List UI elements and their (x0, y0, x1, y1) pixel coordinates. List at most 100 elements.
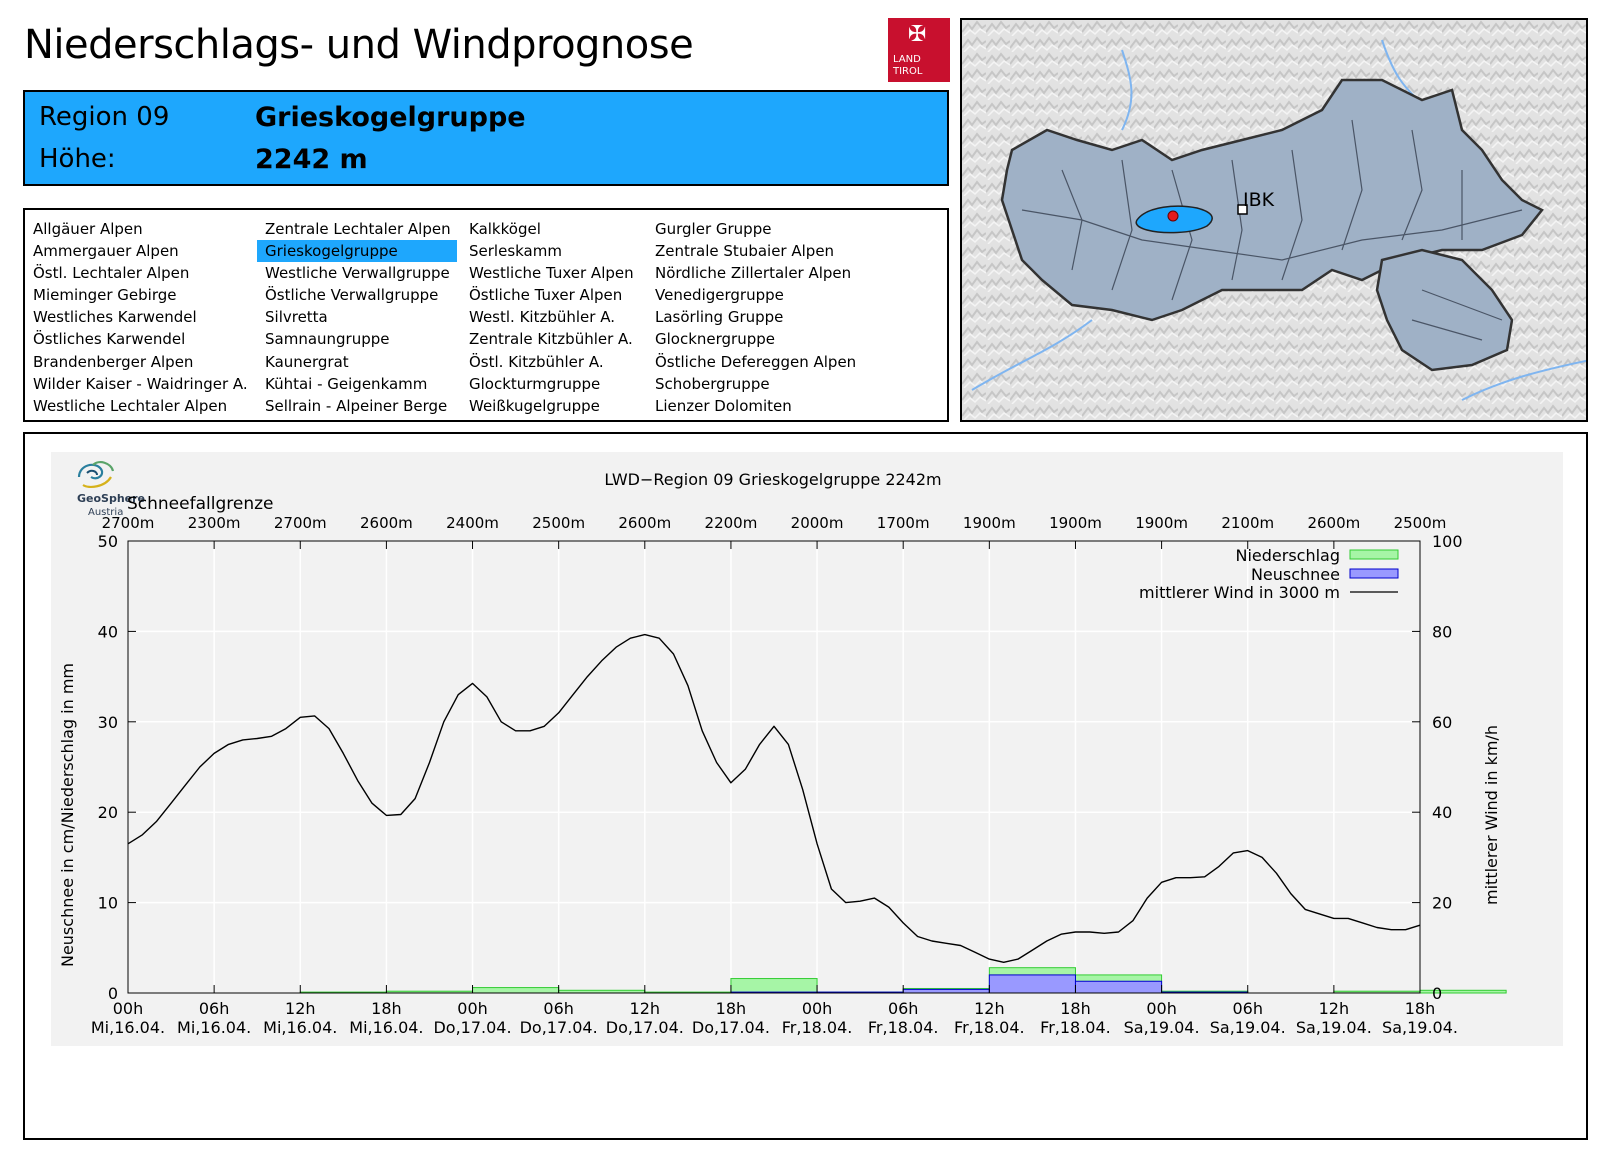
region-list-item[interactable]: Kaunergrat (265, 352, 349, 371)
x-tick-label-hour: 12h (974, 999, 1005, 1018)
region-list-item[interactable]: Östl. Lechtaler Alpen (33, 264, 190, 283)
x-tick-label-date: Do,17.04. (520, 1018, 598, 1037)
region-list-item-selected[interactable]: Grieskogelgruppe (257, 240, 457, 263)
snowline-value: 1700m (877, 514, 930, 532)
region-list-item[interactable]: Westliche Tuxer Alpen (469, 264, 634, 283)
region-list-item[interactable]: Glocknergruppe (655, 330, 776, 349)
tirol-east-outline (1375, 248, 1514, 372)
region-list-item[interactable]: Östliche Defereggen Alpen (655, 352, 857, 371)
land-tirol-logo: ✠ LAND TIROL (888, 18, 950, 82)
region-list-item[interactable]: Östl. Kitzbühler A. (469, 352, 604, 371)
x-tick-label-date: Fr,18.04. (1040, 1018, 1111, 1037)
region-list-item[interactable]: Kalkkögel (469, 220, 541, 238)
region-list-item[interactable]: Samnaungruppe (265, 330, 390, 349)
snowline-value: 2500m (532, 514, 585, 532)
x-tick-label-hour: 18h (1405, 999, 1436, 1018)
region-list-column: Allgäuer Alpen Ammergauer Alpen Östl. Lech… (25, 218, 257, 417)
y-axis-right-label: mittlerer Wind in km/h (1482, 725, 1501, 905)
region-list-item[interactable]: Lasörling Gruppe (655, 308, 784, 327)
x-tick-label-date: Mi,16.04. (177, 1018, 251, 1037)
snowline-value: 2200m (705, 514, 758, 532)
x-tick-label-hour: 06h (1232, 999, 1263, 1018)
eagle-icon: ✠ (908, 22, 927, 47)
region-list-item[interactable]: Gurgler Gruppe (655, 220, 772, 238)
chart-title: LWD−Region 09 Grieskogelgruppe 2242m (604, 470, 941, 489)
region-list-item[interactable]: Östliches Karwendel (33, 330, 186, 349)
x-tick-label-date: Mi,16.04. (263, 1018, 337, 1037)
y-left-tick-label: 40 (98, 622, 118, 641)
map-svg: IBK (962, 20, 1586, 420)
x-tick-label-date: Sa,19.04. (1124, 1018, 1200, 1037)
region-list-item[interactable]: Brandenberger Alpen (33, 352, 194, 371)
snowline-value: 1900m (1049, 514, 1102, 532)
x-tick-label-hour: 06h (543, 999, 574, 1018)
x-tick-label-date: Do,17.04. (692, 1018, 770, 1037)
snowline-value: 1900m (1135, 514, 1188, 532)
logo-line-1: LAND (893, 54, 921, 65)
region-info-box: Region 09 Grieskogelgruppe Höhe: 2242 m (23, 90, 949, 186)
region-list-column: Kalkkögel Serleskamm Westliche Tuxer Alpen… (461, 218, 645, 417)
region-list-item[interactable]: Nördliche Zillertaler Alpen (655, 264, 852, 283)
region-list-item[interactable]: Kühtai - Geigenkamm (265, 374, 428, 393)
region-list-column: Zentrale Lechtaler Alpen Grieskogelgruppe… (257, 218, 457, 417)
region-list-item[interactable]: Zentrale Kitzbühler A. (469, 330, 633, 349)
y-left-tick-label: 20 (98, 803, 118, 822)
snowline-value: 2700m (102, 514, 155, 532)
x-tick-label-hour: 12h (285, 999, 316, 1018)
x-tick-label-hour: 18h (1060, 999, 1091, 1018)
y-left-tick-label: 0 (108, 984, 118, 1003)
x-tick-label-date: Do,17.04. (433, 1018, 511, 1037)
snowline-value: 2600m (360, 514, 413, 532)
provider-name: GeoSphere (77, 492, 145, 505)
region-list-item[interactable]: Westliche Verwallgruppe (265, 264, 450, 283)
x-tick-label-hour: 00h (457, 999, 488, 1018)
region-list-item[interactable]: Mieminger Gebirge (33, 286, 177, 305)
region-name: Grieskogelgruppe (255, 102, 526, 133)
region-list-item[interactable]: Serleskamm (469, 242, 562, 261)
geosphere-swirl-icon (77, 461, 115, 488)
region-list-item[interactable]: Lienzer Dolomiten (655, 396, 792, 415)
city-label: IBK (1243, 189, 1275, 211)
subregion-borders (1021, 119, 1523, 341)
snowline-value: 2000m (791, 514, 844, 532)
chart-frame: GeoSphere Austria LWD−Region 09 Grieskog… (23, 432, 1588, 1140)
region-list-item[interactable]: Zentrale Stubaier Alpen (655, 242, 835, 261)
new-snow-bar (988, 974, 1076, 994)
region-list-item[interactable]: Westl. Kitzbühler A. (469, 308, 615, 327)
region-list-item[interactable]: Schobergruppe (655, 374, 770, 393)
region-list-item[interactable]: Allgäuer Alpen (33, 220, 143, 238)
snowline-value: 2600m (1307, 514, 1360, 532)
region-list-item[interactable]: Westliche Lechtaler Alpen (33, 396, 228, 415)
region-list-item[interactable]: Ammergauer Alpen (33, 242, 179, 261)
forecast-chart: GeoSphere Austria LWD−Region 09 Grieskog… (51, 452, 1563, 1046)
region-list-item[interactable]: Östliche Tuxer Alpen (469, 286, 623, 305)
y-right-tick-label: 20 (1432, 894, 1452, 913)
legend-swatch-precip (1349, 549, 1399, 560)
y-right-tick-label: 0 (1432, 984, 1442, 1003)
x-tick-label-hour: 12h (630, 999, 661, 1018)
region-list-item[interactable]: Östliche Verwallgruppe (265, 286, 439, 305)
x-tick-label-date: Sa,19.04. (1382, 1018, 1458, 1037)
page-title: Niederschlags- und Windprognose (24, 22, 694, 68)
region-list-item[interactable]: Sellrain - Alpeiner Berge (265, 396, 448, 415)
tirol-north-outline (1000, 78, 1544, 322)
region-marker (1167, 210, 1179, 222)
legend-label-precip: Niederschlag (1235, 546, 1340, 565)
region-list-item[interactable]: Glockturmgruppe (469, 374, 601, 393)
region-list-item[interactable]: Wilder Kaiser - Waidringer A. (33, 374, 248, 393)
x-tick-label-hour: 00h (113, 999, 144, 1018)
axes: 0102030405002040608010000hMi,16.04.06hMi… (91, 514, 1463, 1037)
region-list-item[interactable]: Weißkugelgruppe (469, 396, 600, 415)
region-list-item[interactable]: Zentrale Lechtaler Alpen (265, 220, 451, 238)
region-list-item[interactable]: Venedigergruppe (655, 286, 784, 305)
region-list-item[interactable]: Silvretta (265, 308, 328, 327)
region-map: IBK (960, 18, 1588, 422)
legend-label-snow: Neuschnee (1251, 565, 1340, 584)
plot-frame (127, 540, 1421, 994)
height-label: Höhe: (39, 144, 116, 174)
region-list-item[interactable]: Westliches Karwendel (33, 308, 197, 327)
x-tick-label-hour: 18h (371, 999, 402, 1018)
new-snow-bar (902, 988, 990, 994)
legend: Niederschlag Neuschnee mittlerer Wind in… (1139, 546, 1399, 602)
x-tick-label-hour: 00h (1146, 999, 1177, 1018)
